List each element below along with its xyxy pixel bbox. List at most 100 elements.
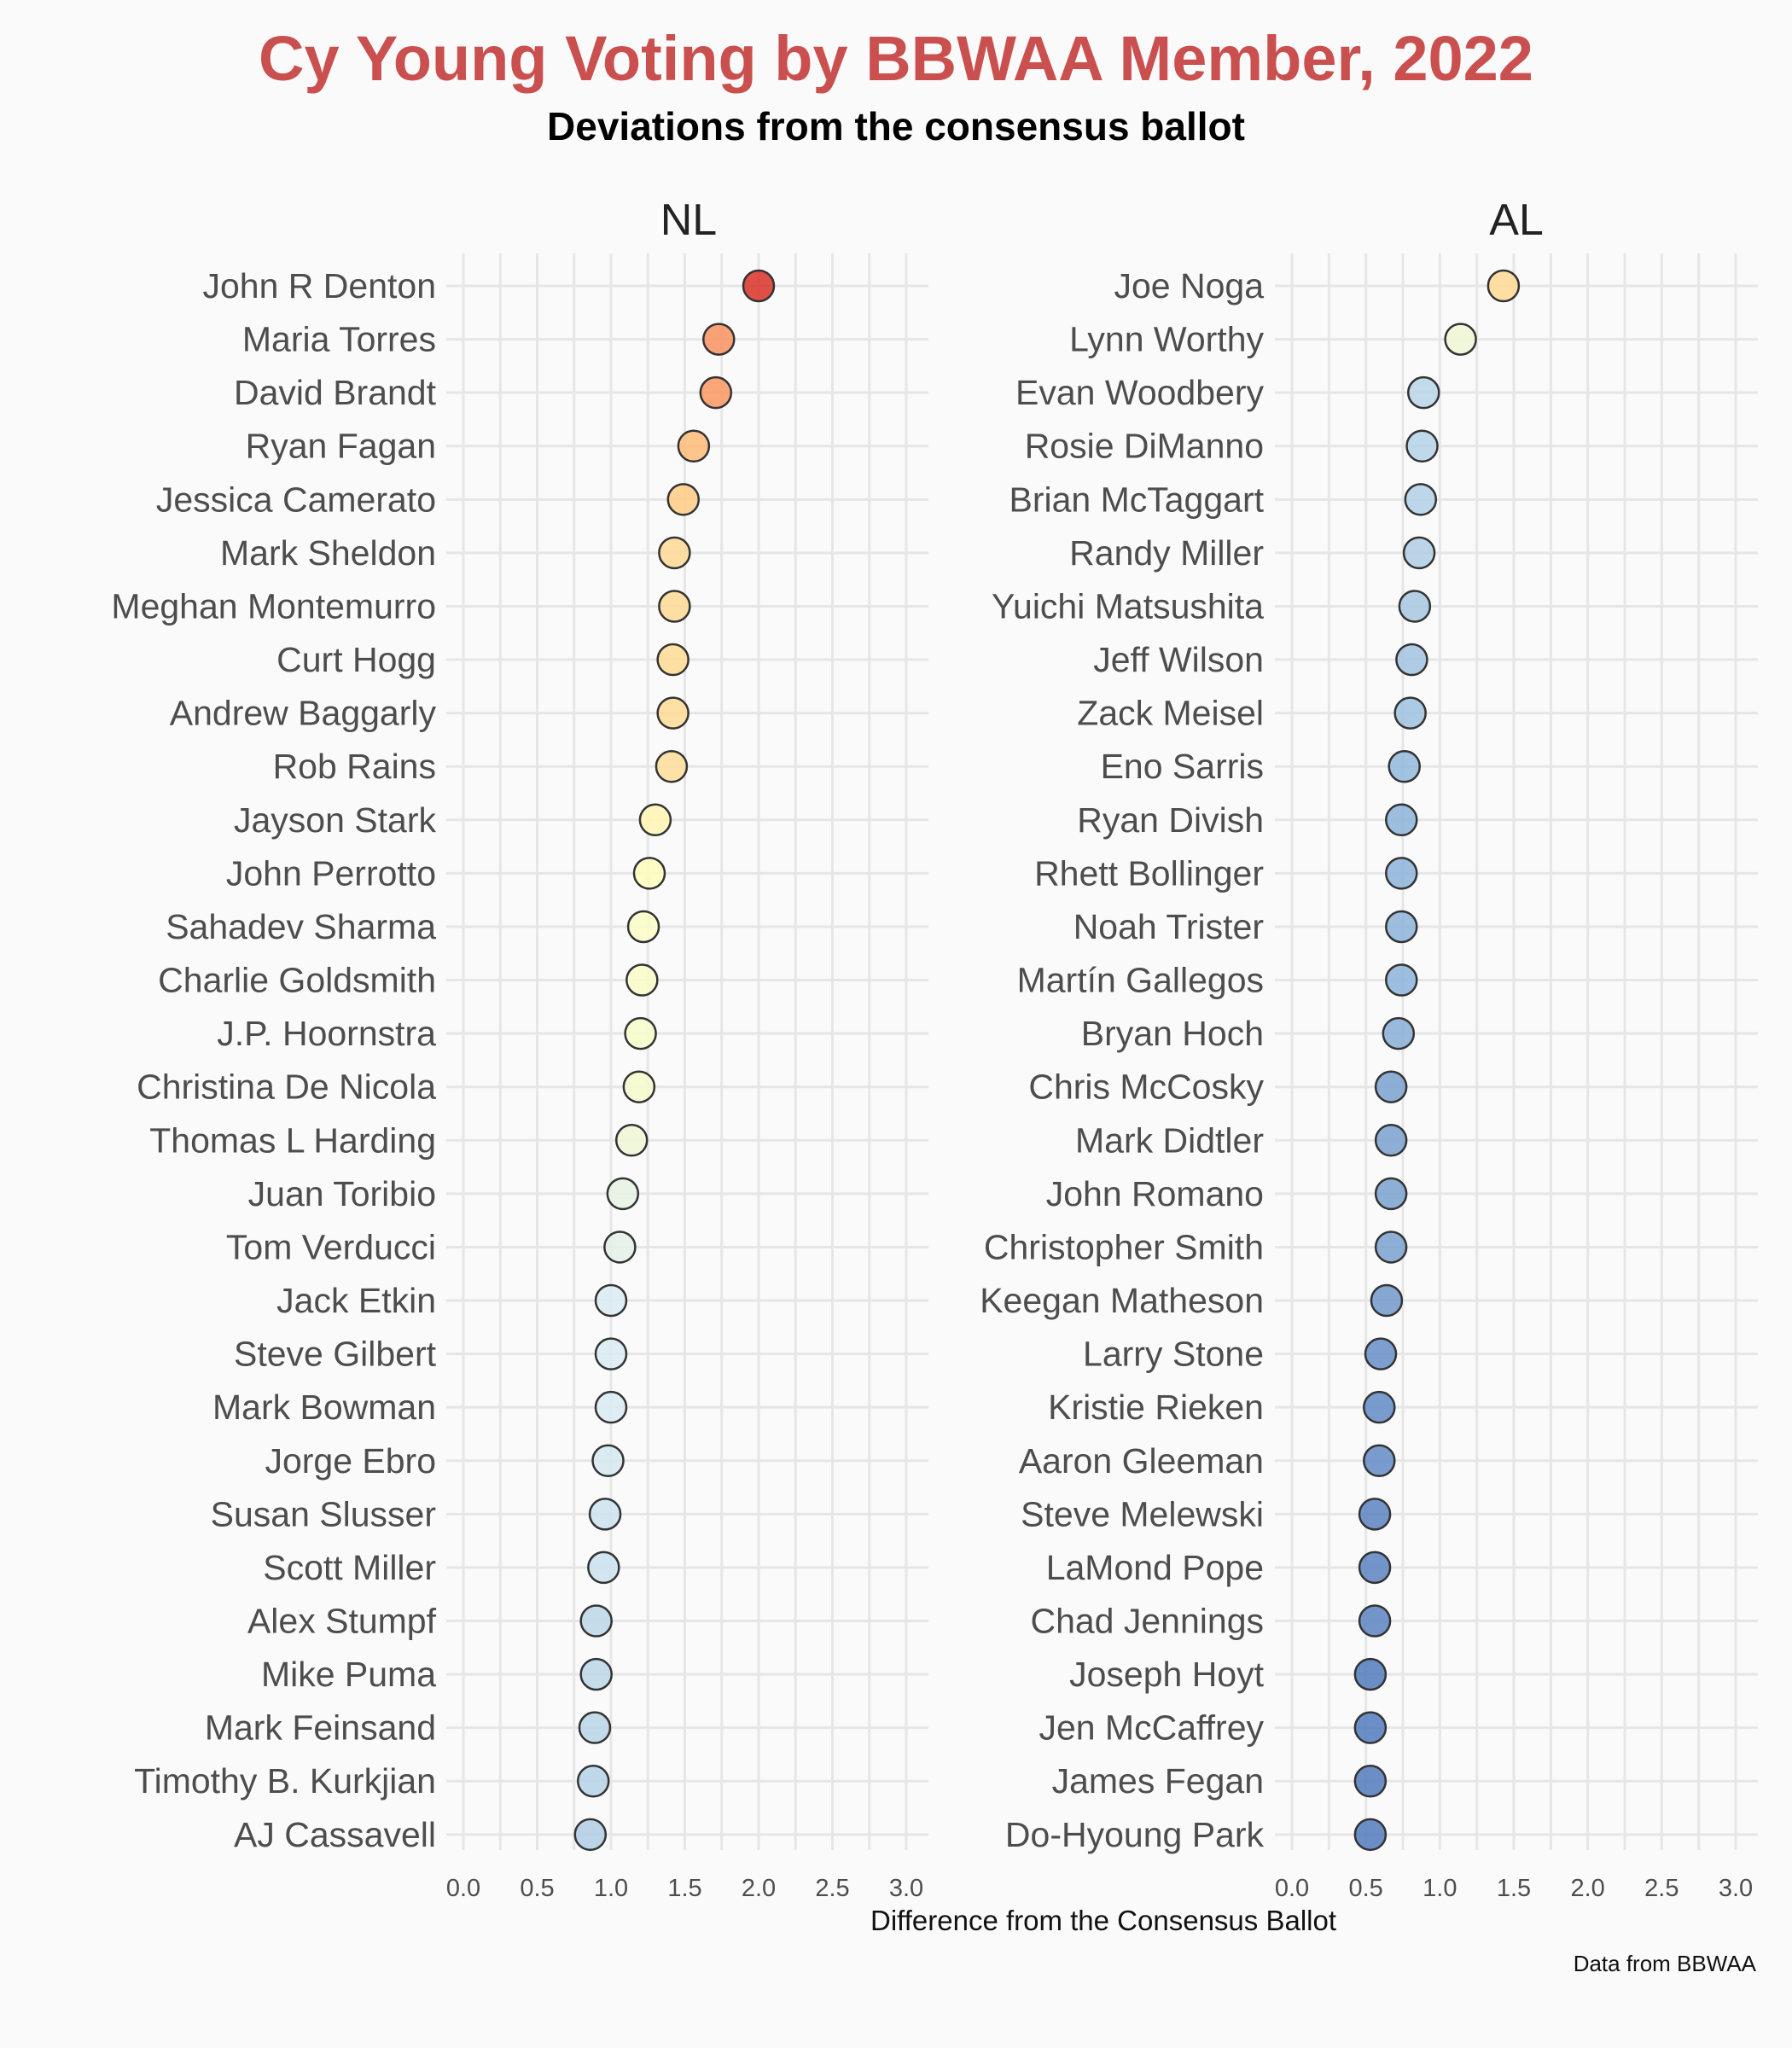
voter-name-label: Chad Jennings (1030, 1602, 1264, 1641)
data-point (1388, 749, 1421, 783)
voter-name-label: Mike Puma (261, 1655, 436, 1694)
voter-name-label: Christina De Nicola (137, 1068, 436, 1107)
data-point (1353, 1764, 1388, 1798)
x-tick-label: 2.0 (1571, 1875, 1605, 1902)
data-point (1385, 857, 1418, 890)
x-tick-label: 3.0 (1719, 1875, 1753, 1902)
voter-name-label: Steve Gilbert (234, 1335, 437, 1374)
voter-name-label: Randy Miller (1069, 533, 1264, 573)
x-tick-label: 0.0 (1275, 1875, 1309, 1902)
x-tick-label: 1.5 (667, 1875, 701, 1902)
data-point (1407, 375, 1440, 410)
panel-nl: NL 0.0 0.5 1.0 1.5 2.0 2.5 3.0 John R Denton Mari… (111, 195, 928, 1902)
voter-name-label: Thomas L Harding (149, 1120, 436, 1160)
panel-al: AL 0.0 0.5 1.0 1.5 2.0 2.5 3.0 Joe Noga Lynn Wort… (980, 195, 1758, 1902)
voter-name-label: Kristie Rieken (1048, 1388, 1264, 1427)
voter-name-label: Alex Stumpf (247, 1602, 437, 1641)
voter-name-label: Christopher Smith (984, 1227, 1264, 1266)
voter-name-label: Yuichi Matsushita (992, 586, 1264, 625)
voter-name-label: John Perrotto (226, 853, 436, 893)
data-point (588, 1498, 622, 1531)
data-point (594, 1337, 628, 1370)
x-tick-label: 1.0 (1423, 1875, 1457, 1902)
voter-name-label: Rosie DiManno (1025, 427, 1264, 466)
data-point (573, 1818, 608, 1852)
voter-name-label: David Brandt (234, 373, 437, 412)
data-point (1358, 1498, 1392, 1531)
data-point (594, 1283, 628, 1318)
x-axis-title: Difference from the Consensus Ballot (870, 1905, 1336, 1936)
data-point (656, 696, 689, 730)
data-point (622, 1070, 656, 1103)
data-point (591, 1444, 625, 1478)
panel-title: AL (1489, 195, 1544, 245)
voter-name-label: Rhett Bollinger (1034, 853, 1264, 893)
x-tick-label: 1.0 (594, 1875, 628, 1902)
voter-name-label: Brian McTaggart (1009, 480, 1264, 519)
voter-name-label: Chris McCosky (1028, 1068, 1264, 1107)
voter-name-label: Ryan Fagan (246, 427, 436, 466)
voter-name-label: Charlie Goldsmith (158, 961, 436, 1000)
data-point (1395, 643, 1428, 677)
data-point (603, 1231, 637, 1264)
data-point (1405, 429, 1439, 463)
data-point (1370, 1283, 1404, 1318)
data-point (626, 910, 660, 944)
data-point (579, 1604, 613, 1638)
voter-name-label: Evan Woodbery (1015, 373, 1264, 412)
voter-name-label: Ryan Divish (1077, 800, 1264, 840)
data-point (638, 803, 672, 837)
data-point (742, 269, 776, 303)
data-point (1363, 1390, 1396, 1424)
data-point (1363, 1444, 1396, 1478)
data-point (1374, 1177, 1408, 1211)
voter-name-label: Andrew Baggarly (170, 694, 437, 733)
x-tick-label: 1.5 (1497, 1875, 1531, 1902)
data-point (576, 1764, 610, 1798)
data-point (1353, 1711, 1388, 1744)
data-point (1374, 1231, 1408, 1264)
data-point (1374, 1070, 1408, 1103)
voter-name-label: LaMond Pope (1046, 1548, 1264, 1587)
voter-name-label: Tom Verducci (226, 1227, 436, 1266)
data-point (658, 536, 691, 570)
data-source-caption: Data from BBWAA (1574, 1951, 1757, 1976)
data-point (666, 483, 701, 516)
data-point (1385, 963, 1418, 997)
voter-name-label: John R Denton (202, 266, 436, 305)
data-point (578, 1711, 612, 1744)
voter-name-label: Lynn Worthy (1069, 320, 1264, 359)
voter-name-label: J.P. Hoornstra (217, 1014, 436, 1053)
voter-name-label: Scott Miller (263, 1548, 436, 1587)
x-tick-label: 2.5 (815, 1875, 849, 1902)
voter-name-label: Jack Etkin (276, 1281, 436, 1320)
voter-name-label: Mark Sheldon (220, 533, 436, 573)
voter-name-label: Eno Sarris (1101, 747, 1264, 786)
voter-name-label: Keegan Matheson (980, 1281, 1264, 1320)
panel-title: NL (660, 195, 717, 245)
voter-name-label: James Fegan (1052, 1761, 1264, 1801)
voter-name-label: Mark Feinsand (205, 1708, 436, 1748)
data-point (1404, 483, 1438, 516)
data-point (625, 963, 659, 997)
data-point (1374, 1124, 1408, 1157)
x-tick-label: 3.0 (889, 1875, 923, 1902)
voter-name-label: Jorge Ebro (265, 1441, 436, 1481)
data-point (594, 1390, 628, 1424)
chart-subtitle: Deviations from the consensus ballot (547, 104, 1245, 148)
voter-name-label: Jessica Camerato (156, 480, 436, 519)
x-tick-label: 0.5 (1349, 1875, 1383, 1902)
data-point (702, 323, 736, 356)
voter-name-label: Joe Noga (1114, 266, 1264, 305)
data-point (658, 590, 691, 623)
data-point (1358, 1551, 1392, 1585)
data-point (656, 643, 689, 677)
voter-name-label: Susan Slusser (211, 1494, 436, 1533)
voter-name-label: Steve Melewski (1021, 1494, 1264, 1533)
voter-name-label: Aaron Gleeman (1019, 1441, 1264, 1481)
data-point (614, 1124, 649, 1157)
data-point (1353, 1818, 1388, 1852)
voter-name-label: Mark Bowman (212, 1388, 436, 1427)
voter-name-label: Sahadev Sharma (166, 907, 436, 946)
